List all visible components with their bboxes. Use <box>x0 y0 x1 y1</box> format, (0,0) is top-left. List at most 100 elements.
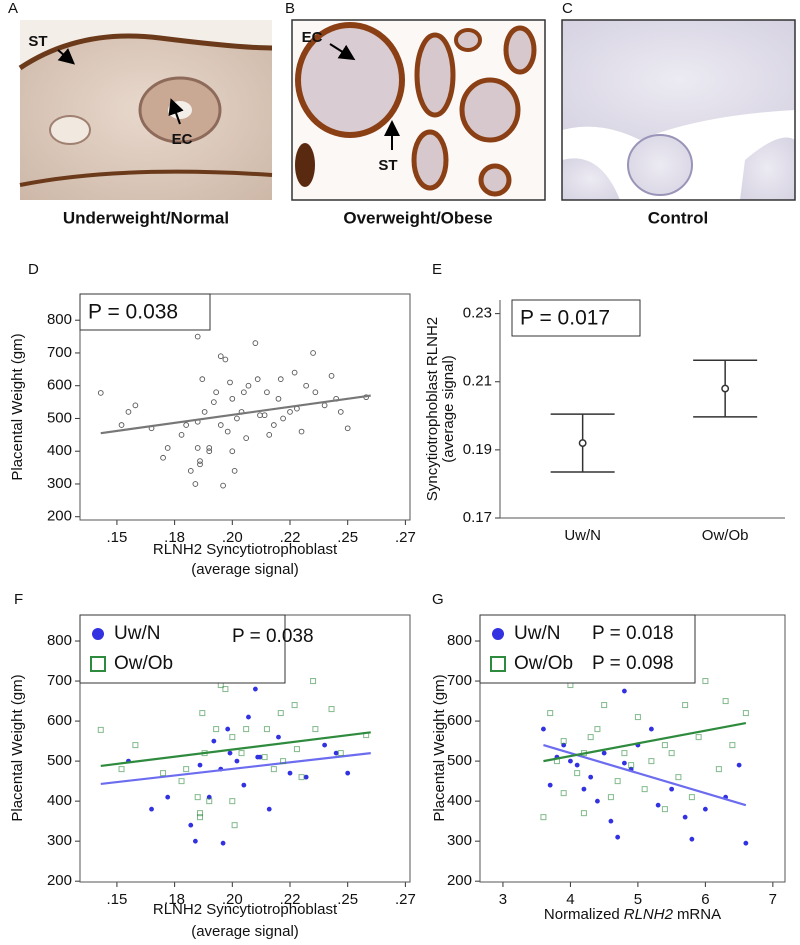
point <box>628 762 635 769</box>
point <box>199 710 206 717</box>
point <box>303 382 310 389</box>
y-tick-label: 800 <box>47 311 72 328</box>
y-tick-label: 700 <box>47 344 72 361</box>
micrograph-a <box>18 20 273 200</box>
point <box>206 445 213 451</box>
point <box>206 448 213 455</box>
annotation-box <box>511 299 641 337</box>
x-tick-label: .18 <box>164 529 185 546</box>
x-tick-label: Ow/Ob <box>702 527 749 544</box>
point <box>322 742 328 748</box>
annotation: P = 0.017 <box>520 307 610 330</box>
legend-box <box>479 614 696 684</box>
point <box>197 458 203 464</box>
annotation: P = 0.038 <box>88 301 178 324</box>
point <box>276 734 281 740</box>
legend-marker <box>492 628 504 640</box>
point <box>608 818 614 824</box>
y-tick-label: 400 <box>47 442 72 459</box>
trend-line <box>543 744 747 807</box>
x-tick-label: 5 <box>634 891 642 908</box>
point <box>125 409 132 415</box>
panel-letter: B <box>285 0 295 17</box>
panel-letter: A <box>8 0 18 17</box>
point <box>287 770 293 776</box>
point <box>220 840 226 846</box>
x-tick-label: .22 <box>280 529 301 546</box>
image-annotation: ST <box>28 33 47 50</box>
point <box>328 706 335 713</box>
x-tick-label: .25 <box>337 529 358 546</box>
point <box>729 742 736 749</box>
point <box>254 376 261 383</box>
series <box>126 686 351 846</box>
point <box>97 726 104 733</box>
point <box>560 790 567 797</box>
point <box>118 766 125 773</box>
point <box>160 770 167 777</box>
micrograph-b <box>291 19 546 201</box>
point <box>547 710 554 717</box>
x-axis-label: RLNH2 Syncytiotrophoblast <box>153 541 338 558</box>
point <box>540 814 547 821</box>
legend-label: Ow/Ob <box>114 653 173 674</box>
point <box>568 758 573 764</box>
point <box>206 798 213 805</box>
point <box>257 754 263 760</box>
point <box>229 734 236 741</box>
point <box>234 758 240 764</box>
x-axis-label: (average signal) <box>191 923 299 940</box>
point <box>187 468 194 474</box>
y-tick-label: 0.23 <box>463 305 492 322</box>
point <box>164 445 171 451</box>
point <box>266 431 273 438</box>
y-tick-label: 800 <box>447 632 472 649</box>
point <box>183 422 190 428</box>
point <box>622 760 627 766</box>
mean-point <box>578 439 587 448</box>
y-tick-label: 200 <box>47 872 72 889</box>
point <box>634 714 641 721</box>
x-tick-label: .22 <box>280 891 301 908</box>
point <box>225 726 231 732</box>
x-axis-label: Normalized RLNH2 mRNA <box>544 906 721 923</box>
y-tick-label: 700 <box>447 672 472 689</box>
point <box>607 794 614 801</box>
point <box>118 422 125 428</box>
y-tick-label: 300 <box>447 832 472 849</box>
panel-caption: Underweight/Normal <box>63 208 229 227</box>
point <box>241 782 247 788</box>
point <box>217 422 224 428</box>
point <box>132 742 139 749</box>
point <box>688 794 695 801</box>
point <box>227 379 233 386</box>
x-axis-label-part: Normalized <box>544 906 620 923</box>
point <box>291 702 298 709</box>
legend-annotation: P = 0.098 <box>592 653 674 674</box>
image-annotation: EC <box>172 131 193 148</box>
y-axis-label: (average signal) <box>440 355 457 463</box>
x-tick-label: .15 <box>106 529 127 546</box>
point <box>298 428 305 435</box>
point <box>743 840 749 846</box>
trend-line <box>543 721 747 763</box>
x-tick-label: .25 <box>337 891 358 908</box>
x-tick-label: Uw/N <box>564 527 601 544</box>
point <box>621 750 628 757</box>
point <box>270 422 277 428</box>
x-tick-label: 4 <box>566 891 574 908</box>
point <box>222 356 229 363</box>
point <box>661 742 668 749</box>
point <box>742 710 749 717</box>
legend-label: Uw/N <box>114 623 160 644</box>
x-tick-label: 7 <box>769 891 777 908</box>
point <box>201 409 208 415</box>
x-tick-label: .27 <box>395 891 416 908</box>
point <box>243 726 250 733</box>
point <box>277 710 284 717</box>
point <box>197 810 203 817</box>
x-axis-label-part: RLNH2 <box>624 906 674 923</box>
point <box>622 688 627 694</box>
y-tick-label: 600 <box>447 712 472 729</box>
point <box>675 774 682 781</box>
